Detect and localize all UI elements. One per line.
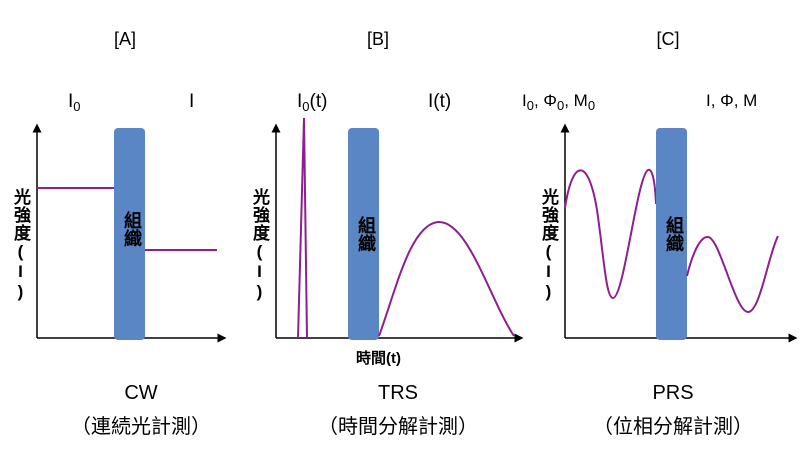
panel-c-ylabel: 光強度(I) bbox=[539, 188, 558, 302]
panel-a-ylabel: 光強度(I) bbox=[11, 188, 30, 302]
panel-c-tissue-block bbox=[656, 128, 687, 340]
panel-c-transmitted-wave bbox=[686, 235, 779, 314]
panel-b-xlabel: 時間(t) bbox=[356, 350, 401, 367]
panel-c-caption-main: PRS bbox=[652, 382, 694, 404]
panel-b-tissue-block bbox=[348, 128, 379, 340]
panel-b-label: [B] bbox=[366, 29, 390, 49]
panel-b-caption-main: TRS bbox=[378, 382, 418, 404]
panel-b-tissue-label: 組織 bbox=[356, 216, 376, 252]
panel-a-label: [A] bbox=[113, 29, 137, 49]
panel-b-ylabel: 光強度(I) bbox=[250, 188, 269, 302]
panel-a-incident-label: I0 bbox=[68, 91, 81, 114]
panel-c-incident-label: I0, Φ0, M0 bbox=[522, 91, 596, 113]
panel-b-transmitted-pulse bbox=[378, 220, 515, 337]
panel-c-transmitted-label: I, Φ, M bbox=[706, 91, 758, 110]
panel-c-tissue-label: 組織 bbox=[664, 216, 684, 252]
panel-b-caption-sub: （時間分解計測） bbox=[318, 416, 478, 438]
panel-b-incident-pulse bbox=[297, 117, 308, 339]
panel-a-tissue-block bbox=[114, 128, 145, 340]
panel-c-caption-sub: （位相分解計測） bbox=[593, 416, 753, 438]
panel-b-axes bbox=[271, 123, 524, 343]
panel-a-tissue-label: 組織 bbox=[122, 211, 142, 247]
panel-a-caption-sub: （連続光計測） bbox=[71, 416, 211, 438]
panel-b-incident-label: I0(t) bbox=[297, 91, 328, 114]
panel-c-label: [C] bbox=[656, 29, 680, 49]
panel-a-caption-main: CW bbox=[124, 382, 158, 404]
panel-a-transmitted-label: I bbox=[189, 91, 195, 112]
panel-c-incident-wave bbox=[564, 168, 657, 300]
panel-b-transmitted-label: I(t) bbox=[428, 91, 452, 112]
